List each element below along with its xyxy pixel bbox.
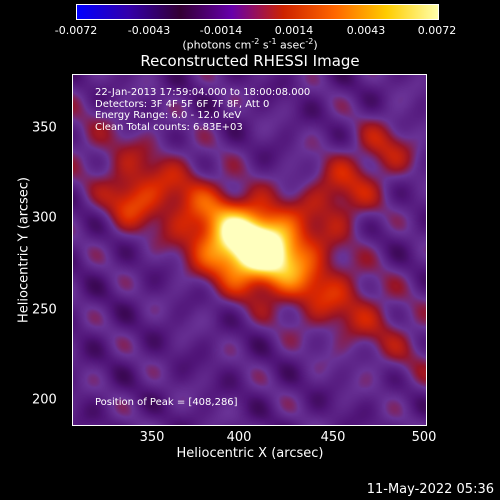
y-tick-label: 350 <box>32 120 57 136</box>
x-tick-label: 400 <box>226 430 252 445</box>
colorbar-tick: -0.0072 <box>54 24 98 37</box>
x-tick-label: 500 <box>411 430 437 445</box>
colorbar-tick: 0.0043 <box>346 24 386 37</box>
y-tick-label: 200 <box>32 392 57 408</box>
colorbar-unit: (photons cm-2 s-1 asec-2) <box>182 37 318 52</box>
y-tick-label: 300 <box>32 210 57 226</box>
annotation-detectors: Detectors: 3F 4F 5F 6F 7F 8F, Att 0 <box>95 98 270 110</box>
heatmap-plot: 22-Jan-2013 17:59:04.000 to 18:00:08.000… <box>72 74 427 426</box>
y-tick-label: 250 <box>32 302 57 318</box>
colorbar-tick: 0.0072 <box>417 24 457 37</box>
annotation-energy: Energy Range: 6.0 - 12.0 keV <box>95 110 242 121</box>
chart-title: Reconstructed RHESSI Image <box>140 52 360 70</box>
colorbar-tick: 0.0014 <box>274 24 314 37</box>
x-tick-label: 350 <box>139 430 165 445</box>
colorbar-tick: -0.0043 <box>127 24 171 37</box>
colorbar <box>76 4 439 20</box>
annotation-time: 22-Jan-2013 17:59:04.000 to 18:00:08.000 <box>95 87 311 98</box>
colorbar-tick: -0.0014 <box>199 24 243 37</box>
x-tick-label: 450 <box>320 430 346 445</box>
y-axis-label: Heliocentric Y (arcsec) <box>16 177 32 323</box>
timestamp: 11-May-2022 05:36 <box>366 482 494 497</box>
annotation-peak: Position of Peak = [408,286] <box>95 397 238 408</box>
heatmap-image <box>73 75 426 425</box>
annotation-clean: Clean Total counts: 6.83E+03 <box>95 121 243 133</box>
x-axis-label: Heliocentric X (arcsec) <box>176 446 324 461</box>
